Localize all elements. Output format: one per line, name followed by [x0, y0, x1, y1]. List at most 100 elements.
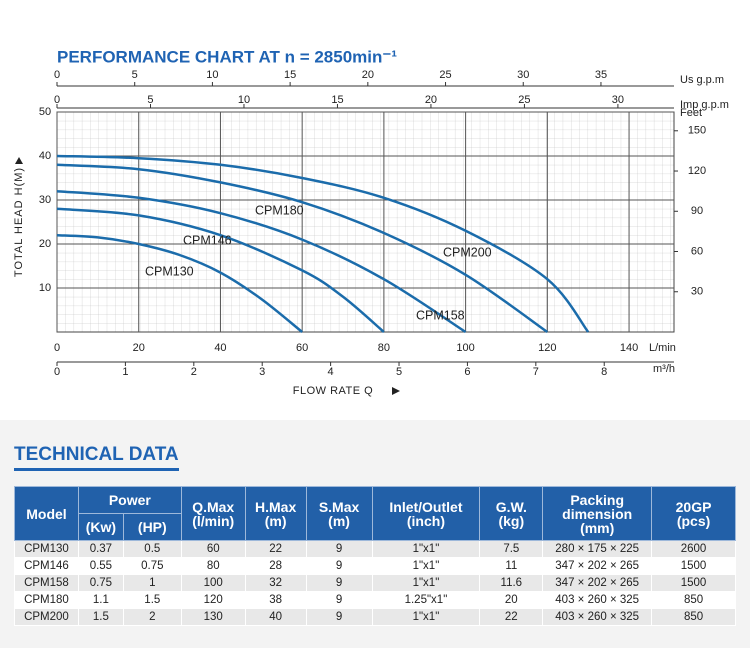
data-row: CPM130 0.37 0.5 60 22 9 1"x1" 7.5 280 × 175 × 22…: [14, 540, 736, 558]
tick-label: 150: [688, 125, 706, 137]
header-text: Packing: [570, 491, 625, 508]
x-tick-label: 80: [378, 342, 390, 354]
header-text: Inlet/Outlet: [389, 498, 463, 515]
header-text: (pcs): [676, 512, 711, 529]
tick-label: 25: [439, 69, 451, 81]
y-arrow: [15, 157, 23, 164]
tick-label: 5: [132, 69, 138, 81]
header-text: (kg): [498, 512, 525, 529]
data-cell: CPM180: [14, 591, 79, 609]
header-cell: (HP): [122, 513, 182, 541]
data-cell: 100: [180, 574, 246, 592]
data-cell: 20: [479, 591, 544, 609]
data-cell: 1.5: [122, 591, 182, 609]
curve: [56, 154, 590, 333]
header-text: 20GP: [675, 498, 712, 515]
data-cell: 1"x1": [371, 540, 481, 558]
x-axis-label: FLOW RATE Q: [293, 385, 373, 397]
chart: PERFORMANCE CHART AT n = 2850min⁻¹ TOTAL…: [13, 47, 729, 397]
tick-label: 2: [191, 366, 197, 378]
data-cell: 32: [244, 574, 307, 592]
curve: [56, 163, 549, 334]
data-cell: 130: [180, 608, 246, 626]
header-text: G.W.: [495, 498, 527, 515]
curve: [56, 207, 385, 333]
axis-label: Us g.p.m: [680, 74, 724, 86]
spec-table: Model Power Q.Max (l/min) H.Max (m) S.Max (m) In…: [14, 486, 736, 626]
data-cell: 0.75: [122, 557, 182, 575]
y-tick-label: 30: [39, 194, 51, 206]
tick-label: 3: [259, 366, 265, 378]
data-cell: 28: [244, 557, 307, 575]
data-cell: 403 × 260 × 325: [542, 591, 653, 609]
data-row: CPM146 0.55 0.75 80 28 9 1"x1" 11 347 × 202 × 26…: [14, 557, 736, 575]
data-cell: 11: [479, 557, 544, 575]
data-cell: 2: [122, 608, 182, 626]
data-cell: CPM130: [14, 540, 79, 558]
tick-label: 120: [688, 165, 706, 177]
tick-label: 35: [595, 69, 607, 81]
tick-label: 5: [396, 366, 402, 378]
data-cell: 9: [305, 557, 373, 575]
data-cell: 9: [305, 591, 373, 609]
data-cell: 850: [651, 608, 736, 626]
y-axis-label: TOTAL HEAD H(M): [13, 167, 25, 277]
header-text: (inch): [406, 512, 445, 529]
data-cell: CPM200: [14, 608, 79, 626]
x-unit: L/min: [649, 342, 676, 354]
data-cell: 80: [180, 557, 246, 575]
header-cell: (Kw): [77, 513, 124, 541]
header-cell: Packing dimension (mm): [542, 486, 653, 541]
header-row: Model Power Q.Max (l/min) H.Max (m) S.Max (m) In…: [14, 486, 736, 541]
data-cell: 1"x1": [371, 608, 481, 626]
tick-label: 7: [533, 366, 539, 378]
data-cell: 850: [651, 591, 736, 609]
tick-label: 10: [238, 94, 250, 106]
tick-label: 5: [147, 94, 153, 106]
data-cell: 9: [305, 608, 373, 626]
data-cell: 1500: [651, 574, 736, 592]
tick-label: 25: [518, 94, 530, 106]
data-cell: 9: [305, 574, 373, 592]
header-cell: S.Max (m): [305, 486, 373, 541]
tick-label: 20: [425, 94, 437, 106]
data-cell: CPM146: [14, 557, 79, 575]
curve-label: CPM130: [145, 264, 194, 278]
x-tick-label: 20: [133, 342, 145, 354]
tick-label: 90: [691, 205, 703, 217]
data-cell: 1.1: [77, 591, 124, 609]
curve-label: CPM158: [416, 308, 465, 322]
x-arrow: [392, 387, 400, 395]
header-cell: 20GP (pcs): [651, 486, 736, 541]
data-cell: 22: [479, 608, 544, 626]
curve-label: CPM146: [183, 233, 232, 247]
header-cell: Model: [14, 486, 79, 541]
tick-label: 6: [464, 366, 470, 378]
y-tick-label: 10: [39, 282, 51, 294]
header-text: dimension: [562, 505, 633, 522]
x-tick-label: 140: [620, 342, 638, 354]
data-cell: 0.5: [122, 540, 182, 558]
data-cell: 1.25"x1": [371, 591, 481, 609]
data-cell: 0.55: [77, 557, 124, 575]
data-cell: 22: [244, 540, 307, 558]
x-tick-label: 0: [54, 342, 60, 354]
tick-label: 10: [206, 69, 218, 81]
tick-label: 30: [517, 69, 529, 81]
data-cell: 11.6: [479, 574, 544, 592]
header-cell: H.Max (m): [244, 486, 307, 541]
tick-label: 8: [601, 366, 607, 378]
x-tick-label: 100: [456, 342, 474, 354]
header-text: (m): [264, 512, 287, 529]
tick-label: 15: [331, 94, 343, 106]
data-cell: 38: [244, 591, 307, 609]
data-cell: 2600: [651, 540, 736, 558]
data-cell: 1.5: [77, 608, 124, 626]
header-cell: G.W. (kg): [479, 486, 544, 541]
data-cell: 1500: [651, 557, 736, 575]
header-text: H.Max: [255, 498, 297, 515]
tick-label: 30: [612, 94, 624, 106]
data-row: CPM200 1.5 2 130 40 9 1"x1" 22 403 × 260 × 325 85…: [14, 608, 736, 626]
header-cell: Inlet/Outlet (inch): [371, 486, 481, 541]
axis-label: m³/h: [653, 363, 675, 375]
